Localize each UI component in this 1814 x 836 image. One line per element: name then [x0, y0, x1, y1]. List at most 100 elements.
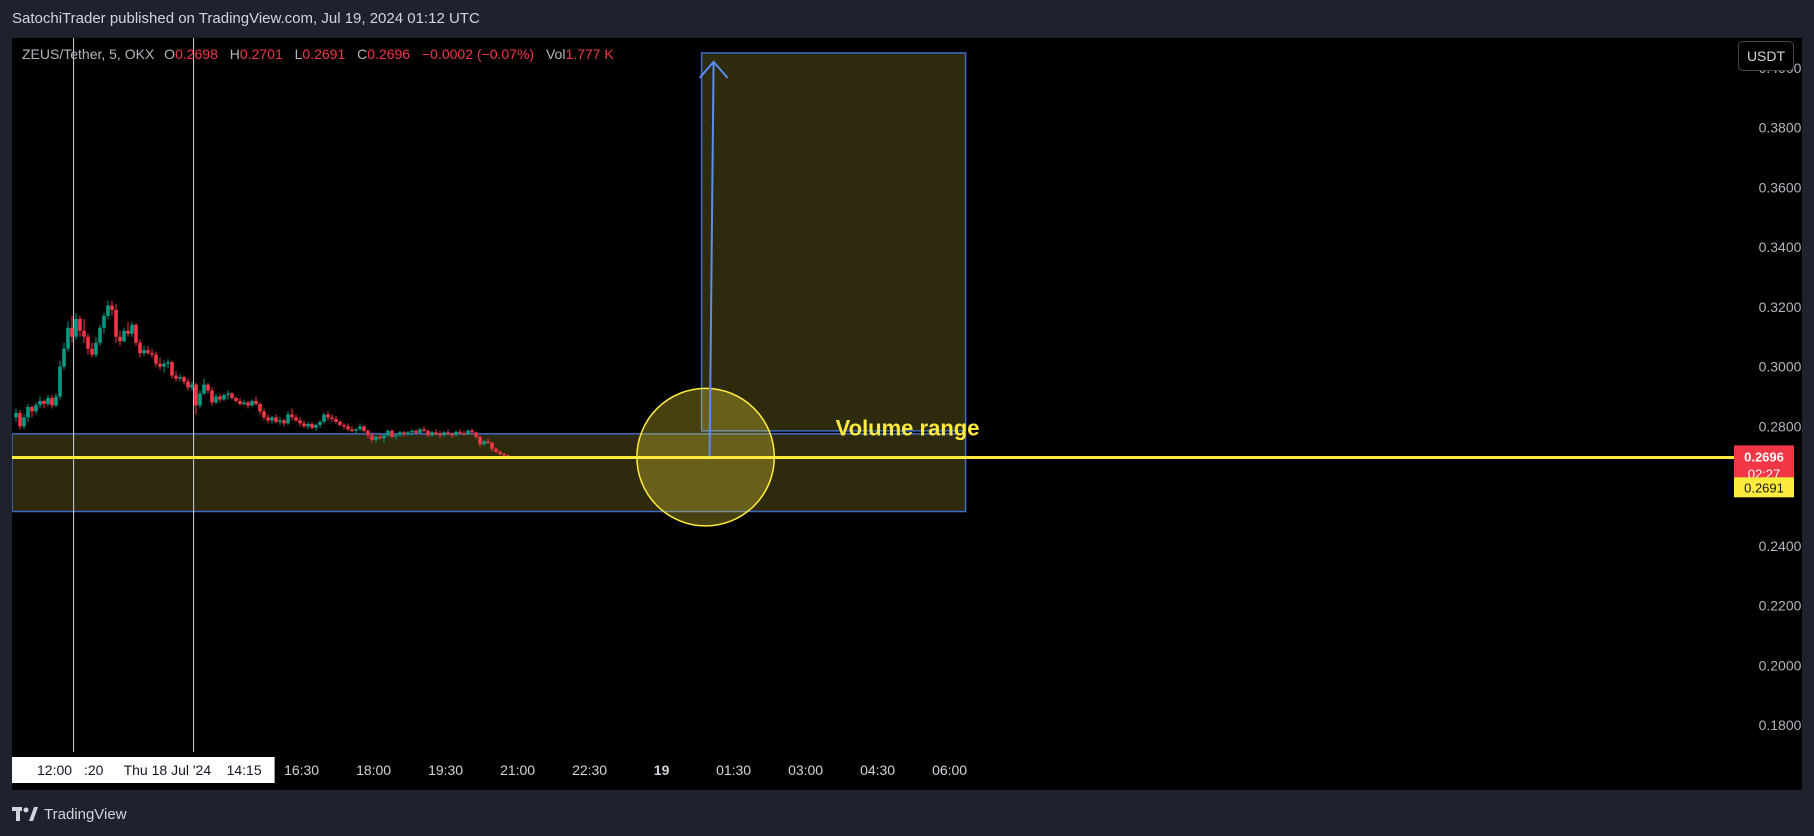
candle: [358, 426, 362, 430]
y-tick-label: 0.3000: [1759, 359, 1802, 375]
candle: [402, 432, 406, 434]
candle: [114, 309, 118, 337]
candle: [22, 417, 26, 427]
price-chart[interactable]: Volume range0.40000.38000.36000.34000.32…: [12, 38, 1802, 790]
candle: [238, 400, 242, 404]
footer: TradingView: [0, 790, 1814, 836]
publish-info: SatochiTrader published on TradingView.c…: [12, 10, 480, 27]
candle: [366, 430, 370, 436]
candle: [278, 420, 282, 422]
candle: [186, 381, 190, 388]
candle: [70, 327, 74, 337]
candle: [486, 441, 490, 443]
y-tick-label: 0.1800: [1759, 717, 1802, 733]
candle: [430, 432, 434, 436]
x-tick-label: 01:30: [716, 762, 751, 778]
candle: [42, 400, 46, 404]
candle: [362, 426, 366, 431]
candle: [90, 348, 94, 355]
chart-area[interactable]: Volume range0.40000.38000.36000.34000.32…: [12, 38, 1802, 790]
candle: [250, 400, 254, 406]
x-tick-label: 03:00: [788, 762, 823, 778]
high-value: 0.2701: [239, 46, 283, 62]
candle: [194, 384, 198, 406]
y-tick-label: 0.3600: [1759, 179, 1802, 195]
candle: [210, 390, 214, 403]
candle: [438, 433, 442, 436]
candle: [106, 305, 110, 316]
tradingview-logo-icon: [12, 807, 38, 821]
crosshair-time-label-right: [113, 757, 275, 783]
candle: [202, 384, 206, 394]
volume-value: 1.777 K: [565, 46, 614, 62]
candle: [86, 336, 90, 349]
candle: [498, 451, 502, 454]
candle: [190, 384, 194, 388]
y-tick-label: 0.3800: [1759, 120, 1802, 136]
volume-range-zone: [12, 433, 967, 513]
candle: [226, 393, 230, 395]
price-axis: [1734, 38, 1802, 790]
candle: [54, 396, 58, 406]
target-zone: [700, 52, 967, 432]
candle: [398, 432, 402, 436]
symbol-legend: ZEUS/Tether, 5, OKX O0.2698 H0.2701 L0.2…: [22, 46, 622, 62]
currency-button[interactable]: USDT: [1738, 41, 1794, 71]
candle: [18, 412, 22, 427]
candle: [350, 429, 354, 431]
tradingview-brand[interactable]: TradingView: [12, 804, 127, 824]
candle: [370, 435, 374, 440]
low-value: 0.2691: [302, 46, 346, 62]
candle: [134, 324, 138, 343]
change-value: −0.0002 (−0.07%): [421, 46, 535, 62]
candle: [126, 330, 130, 334]
candle: [230, 393, 234, 398]
candle: [74, 318, 78, 337]
x-tick-label: 18:00: [356, 762, 391, 778]
candle: [434, 432, 438, 434]
crosshair-time-label-left-text: 12:00: [37, 762, 72, 778]
candle: [470, 430, 474, 433]
highlight-circle: [636, 387, 776, 527]
candle: [66, 327, 70, 349]
candle: [322, 414, 326, 422]
candle: [206, 384, 210, 391]
candle: [310, 423, 314, 428]
symbol-name[interactable]: ZEUS/Tether, 5, OKX: [22, 46, 155, 62]
crosshair-time-label: 14:15: [227, 762, 262, 778]
candle: [410, 430, 414, 433]
candle: [214, 396, 218, 403]
candle: [30, 406, 34, 412]
candle: [174, 375, 178, 379]
candle: [198, 393, 202, 406]
candle: [318, 421, 322, 425]
candle: [326, 414, 330, 418]
candle: [234, 397, 238, 401]
candle: [50, 397, 54, 406]
candle: [394, 435, 398, 437]
candle: [374, 436, 378, 440]
candle: [382, 435, 386, 439]
y-tick-label: 0.3400: [1759, 239, 1802, 255]
candle: [342, 424, 346, 427]
candle: [138, 342, 142, 354]
target-arrow-head: [698, 60, 729, 79]
candle: [258, 403, 262, 412]
x-tick-label: 22:30: [572, 762, 607, 778]
candle: [262, 411, 266, 418]
candle: [330, 417, 334, 419]
x-tick-label: 19: [654, 762, 670, 778]
candle: [266, 417, 270, 421]
candle: [246, 402, 250, 406]
candle: [94, 342, 98, 355]
candle: [466, 430, 470, 435]
candle: [450, 433, 454, 436]
y-tick-label: 0.2200: [1759, 598, 1802, 614]
candle: [254, 400, 258, 404]
candle: [162, 363, 166, 367]
last-price-value: 0.2696: [1744, 449, 1784, 464]
candle: [166, 362, 170, 364]
open-value: 0.2698: [175, 46, 218, 62]
candle: [82, 330, 86, 337]
candle: [34, 404, 38, 412]
